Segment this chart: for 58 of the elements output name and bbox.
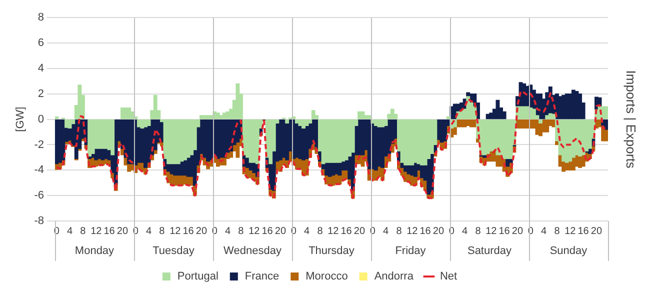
x-tick-label: 16 [578, 226, 590, 237]
y-tick-label: 4 [38, 62, 44, 74]
x-tick-label: 16 [262, 226, 274, 237]
x-tick-label: 12 [406, 226, 418, 237]
x-tick-label: 12 [564, 226, 576, 237]
x-tick-label: 12 [248, 226, 260, 237]
x-tick-label: 12 [90, 226, 102, 237]
legend-label: France [244, 270, 280, 283]
y-tick-label: 6 [38, 37, 44, 50]
x-tick-label: 20 [354, 226, 366, 237]
y-tick-label: 0 [38, 113, 44, 126]
x-tick-label: 4 [541, 226, 548, 237]
x-tick-label: 20 [274, 226, 286, 237]
x-tick-label: 16 [182, 226, 194, 237]
x-tick-label: 4 [146, 226, 152, 237]
y-tick-label: -4 [34, 164, 44, 176]
legend-label: Morocco [306, 270, 348, 283]
x-tick-label: 4 [462, 226, 468, 237]
x-tick-label: 8 [396, 226, 402, 237]
x-tick-label: 16 [104, 226, 116, 237]
x-tick-label: 16 [340, 226, 352, 237]
x-tick-label: 16 [498, 226, 510, 237]
x-tick-label: 8 [159, 226, 166, 237]
x-tick-label: 12 [328, 226, 340, 237]
text: Saturday [467, 245, 512, 258]
text: Thursday [308, 245, 355, 258]
y-tick-label: -2 [34, 138, 44, 151]
x-tick-label: 16 [420, 226, 432, 237]
x-tick-label: 4 [383, 226, 390, 237]
x-tick-label: 8 [238, 226, 244, 237]
text: Monday [74, 245, 115, 258]
legend-label: Andorra [374, 270, 414, 283]
text: Friday [395, 245, 426, 258]
x-tick-label: 8 [554, 226, 560, 237]
y-axis-title: [GW] [14, 106, 27, 132]
x-tick-label: 20 [196, 226, 208, 237]
x-tick-label: 8 [475, 226, 482, 237]
y-tick-label: 8 [38, 12, 44, 24]
legend-label: Net [440, 270, 458, 283]
x-tick-label: 4 [225, 226, 232, 237]
x-tick-label: 4 [304, 226, 310, 237]
y-tick-label: -8 [34, 215, 44, 228]
text: Sunday [550, 245, 588, 258]
x-tick-label: 8 [80, 226, 86, 237]
x-tick-label: 20 [116, 226, 128, 237]
y2-axis-title: Imports | Exports [623, 70, 638, 169]
x-tick-label: 20 [432, 226, 444, 237]
x-tick-label: 8 [317, 226, 324, 237]
legend-label: Portugal [177, 270, 218, 283]
text: Tuesday [152, 245, 195, 258]
x-tick-label: 20 [512, 226, 524, 237]
y-tick-label: 2 [38, 88, 44, 100]
x-tick-label: 12 [170, 226, 182, 237]
text: Wednesday [224, 245, 282, 258]
y-tick-label: -6 [34, 190, 44, 202]
x-tick-label: 20 [590, 226, 602, 237]
x-tick-label: 4 [67, 226, 74, 237]
x-tick-label: 12 [486, 226, 498, 237]
